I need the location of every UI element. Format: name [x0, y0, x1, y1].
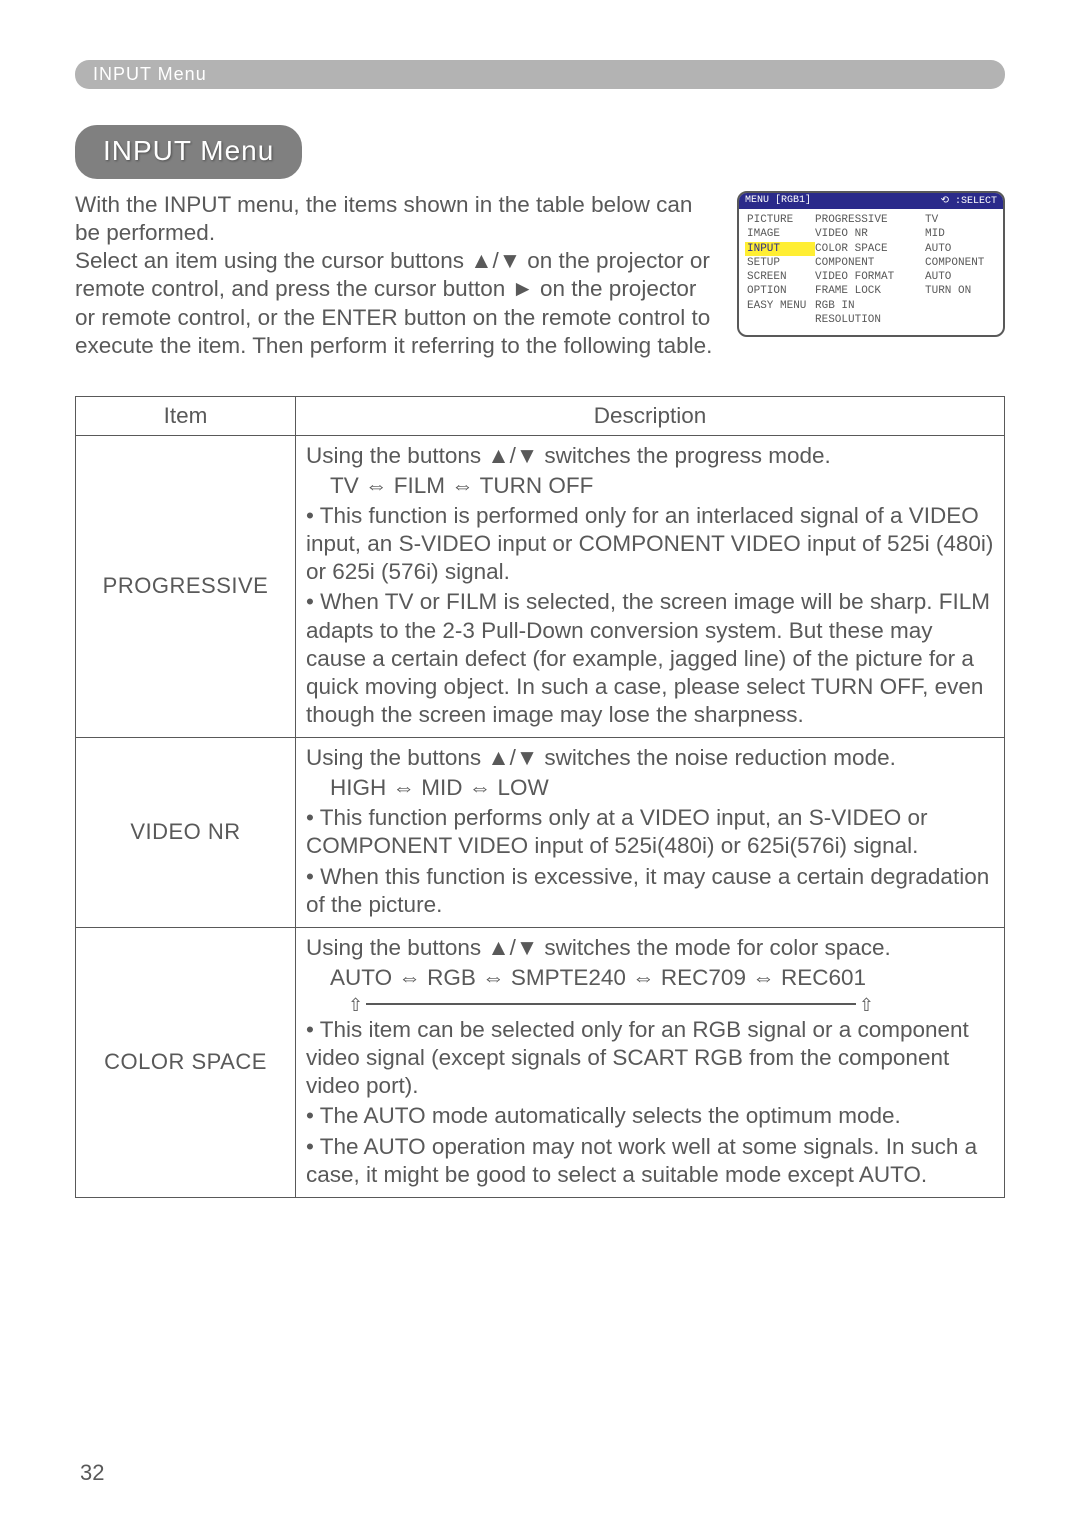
osd-header: MENU [RGB1] ⟲ :SELECT — [739, 193, 1003, 209]
osd-left-item: SETUP — [745, 256, 815, 270]
top-bar: INPUT Menu — [75, 60, 1005, 89]
page-number: 32 — [80, 1460, 104, 1486]
osd-header-left: MENU [RGB1] — [745, 195, 811, 207]
intro-text: With the INPUT menu, the items shown in … — [75, 191, 721, 360]
desc-line: • The AUTO operation may not work well a… — [306, 1133, 994, 1189]
osd-mid-item: COLOR SPACE — [815, 242, 925, 256]
osd-right-item: TV — [925, 213, 1001, 227]
desc-options: AUTO ⇔ RGB ⇔ SMPTE240 ⇔ REC709 ⇔ REC601 — [306, 964, 994, 992]
osd-right-item: TURN ON — [925, 284, 1001, 298]
osd-left-item: IMAGE — [745, 227, 815, 241]
main-table: Item Description PROGRESSIVE Using the b… — [75, 396, 1005, 1198]
th-item: Item — [76, 396, 296, 435]
table-row: COLOR SPACE Using the buttons ▲/▼ switch… — [76, 927, 1005, 1197]
osd-mid-item: COMPONENT — [815, 256, 925, 270]
intro-p2: Select an item using the cursor buttons … — [75, 247, 721, 360]
desc-line: • When this function is excessive, it ma… — [306, 863, 994, 919]
desc-line: • When TV or FILM is selected, the scree… — [306, 588, 994, 729]
desc-line: • This function performs only at a VIDEO… — [306, 804, 994, 860]
table-row: VIDEO NR Using the buttons ▲/▼ switches … — [76, 738, 1005, 928]
osd-body: PICTURE IMAGE INPUT SETUP SCREEN OPTION … — [739, 209, 1003, 335]
osd-right-item: AUTO — [925, 242, 1001, 256]
arrow-line-segment — [366, 1003, 856, 1005]
osd-left-item: SCREEN — [745, 270, 815, 284]
osd-mid-item: RGB IN — [815, 299, 925, 313]
osd-mid-col: PROGRESSIVE VIDEO NR COLOR SPACE COMPONE… — [815, 213, 925, 327]
row-item: COLOR SPACE — [76, 927, 296, 1197]
cycle-arrow: ⇧ ⇧ — [348, 994, 874, 1016]
arrow-left-icon: ⇧ — [348, 994, 363, 1017]
osd-mid-item: VIDEO NR — [815, 227, 925, 241]
osd-left-item-highlight: INPUT — [745, 242, 815, 256]
row-desc: Using the buttons ▲/▼ switches the progr… — [296, 435, 1005, 737]
row-item: VIDEO NR — [76, 738, 296, 928]
desc-options: HIGH ⇔ MID ⇔ LOW — [306, 774, 994, 802]
intro-wrap: With the INPUT menu, the items shown in … — [75, 191, 1005, 360]
osd-mid-item: VIDEO FORMAT — [815, 270, 925, 284]
row-desc: Using the buttons ▲/▼ switches the mode … — [296, 927, 1005, 1197]
osd-left-item: EASY MENU — [745, 299, 815, 313]
desc-options: TV ⇔ FILM ⇔ TURN OFF — [306, 472, 994, 500]
row-desc: Using the buttons ▲/▼ switches the noise… — [296, 738, 1005, 928]
osd-mid-item: FRAME LOCK — [815, 284, 925, 298]
desc-line: • This function is performed only for an… — [306, 502, 994, 586]
osd-left-col: PICTURE IMAGE INPUT SETUP SCREEN OPTION … — [741, 213, 815, 327]
osd-header-right: ⟲ :SELECT — [941, 195, 997, 207]
desc-line: Using the buttons ▲/▼ switches the mode … — [306, 934, 994, 962]
osd-left-item: OPTION — [745, 284, 815, 298]
osd-left-item: PICTURE — [745, 213, 815, 227]
row-item: PROGRESSIVE — [76, 435, 296, 737]
th-desc: Description — [296, 396, 1005, 435]
osd-right-col: TV MID AUTO COMPONENT AUTO TURN ON — [925, 213, 1001, 327]
top-bar-label: INPUT Menu — [93, 64, 207, 84]
osd-mid-item: PROGRESSIVE — [815, 213, 925, 227]
desc-line: Using the buttons ▲/▼ switches the noise… — [306, 744, 994, 772]
table-header-row: Item Description — [76, 396, 1005, 435]
section-pill-label: INPUT Menu — [103, 135, 274, 166]
arrow-right-icon: ⇧ — [859, 994, 874, 1017]
desc-line: Using the buttons ▲/▼ switches the progr… — [306, 442, 994, 470]
osd-screenshot: MENU [RGB1] ⟲ :SELECT PICTURE IMAGE INPU… — [737, 191, 1005, 337]
desc-line: • This item can be selected only for an … — [306, 1016, 994, 1100]
table-row: PROGRESSIVE Using the buttons ▲/▼ switch… — [76, 435, 1005, 737]
osd-right-item: AUTO — [925, 270, 1001, 284]
intro-p1: With the INPUT menu, the items shown in … — [75, 191, 721, 247]
osd-right-item: COMPONENT — [925, 256, 1001, 270]
section-pill: INPUT Menu — [75, 125, 302, 179]
osd-mid-item: RESOLUTION — [815, 313, 925, 327]
desc-line: • The AUTO mode automatically selects th… — [306, 1102, 994, 1130]
osd-right-item: MID — [925, 227, 1001, 241]
